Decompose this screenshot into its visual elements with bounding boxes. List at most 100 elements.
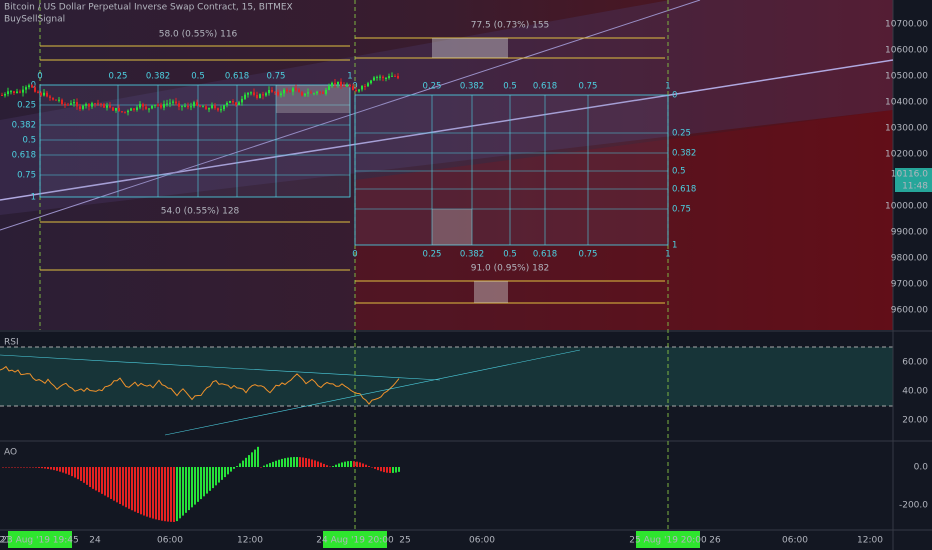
time-highlight bbox=[323, 531, 387, 548]
candle-body bbox=[4, 94, 6, 96]
ao-bar bbox=[359, 462, 361, 467]
ao-bar bbox=[35, 467, 37, 468]
red-zone bbox=[355, 110, 893, 330]
ao-bar bbox=[221, 467, 223, 480]
ao-bar bbox=[23, 467, 25, 468]
ao-bar bbox=[248, 455, 250, 467]
time-highlight-label: 23 Aug '19 19:45 bbox=[1, 536, 78, 546]
candle-body bbox=[181, 105, 183, 107]
candle-body bbox=[103, 103, 105, 108]
ao-bar bbox=[152, 467, 154, 519]
candle-body bbox=[46, 92, 48, 97]
candle-body bbox=[247, 92, 249, 95]
time-label: 24 bbox=[89, 536, 101, 546]
fib-label: 0.25 bbox=[423, 250, 442, 260]
candle-body bbox=[97, 103, 99, 105]
candle-body bbox=[190, 106, 192, 108]
time-label: 12:00 bbox=[857, 536, 883, 546]
fib-label: 0.5 bbox=[503, 82, 517, 92]
candle-body bbox=[337, 81, 339, 85]
candle-body bbox=[391, 75, 393, 77]
ao-bar bbox=[287, 457, 289, 467]
ao-bar bbox=[206, 467, 208, 494]
ao-bar bbox=[329, 466, 331, 468]
range-annotation: 58.0 (0.55%) 116 bbox=[159, 30, 238, 40]
time-label: 25 bbox=[399, 536, 410, 546]
candle-body bbox=[325, 89, 327, 94]
ao-bar bbox=[320, 462, 322, 467]
price-label: 10200.00 bbox=[885, 150, 928, 160]
fib-label: 0.382 bbox=[12, 121, 36, 131]
trend-line bbox=[0, 59, 894, 201]
fib-label: 0.618 bbox=[533, 250, 557, 260]
ao-bar bbox=[179, 467, 181, 519]
fib-label: 0 bbox=[672, 91, 677, 101]
fib-label: 0.5 bbox=[191, 72, 205, 82]
ao-bar bbox=[305, 457, 307, 467]
ao-bar bbox=[257, 446, 259, 467]
candle-body bbox=[145, 106, 147, 109]
fib-label: 0.75 bbox=[672, 205, 691, 215]
ao-bar bbox=[197, 467, 199, 502]
ao-bar bbox=[341, 462, 343, 467]
ao-bar bbox=[182, 467, 184, 516]
candle-body bbox=[10, 91, 12, 93]
rsi-trend bbox=[0, 354, 441, 381]
candle-body bbox=[349, 85, 351, 87]
ao-bar bbox=[209, 467, 211, 491]
candle-body bbox=[163, 104, 165, 108]
ao-bar bbox=[245, 457, 247, 467]
time-label: 12:00 bbox=[237, 536, 263, 546]
fib-label: 0 bbox=[31, 81, 36, 91]
ao-bar bbox=[101, 467, 103, 494]
price-label: 10400.00 bbox=[885, 98, 928, 108]
ao-bar bbox=[107, 467, 109, 498]
candle-body bbox=[226, 102, 228, 106]
fib-label: 0.5 bbox=[672, 167, 686, 177]
ao-bar bbox=[212, 467, 214, 489]
fib-label: 0.25 bbox=[109, 72, 128, 82]
ao-label: AO bbox=[4, 448, 17, 458]
candle-body bbox=[193, 102, 195, 107]
rsi-axis-label: 20.00 bbox=[902, 416, 928, 426]
candle-body bbox=[31, 85, 33, 88]
ao-bar bbox=[44, 467, 46, 469]
ao-bar bbox=[5, 467, 7, 468]
ao-bar bbox=[53, 467, 55, 471]
candle-body bbox=[259, 94, 261, 99]
fib-label: 0.25 bbox=[672, 129, 691, 139]
candle-body bbox=[244, 94, 246, 99]
candle-body bbox=[73, 102, 75, 104]
candle-body bbox=[166, 103, 168, 105]
ao-bar bbox=[371, 467, 373, 468]
candle-body bbox=[229, 100, 231, 103]
candle-body bbox=[268, 89, 270, 94]
ao-bar bbox=[176, 467, 178, 522]
candle-body bbox=[55, 99, 57, 101]
ao-bar bbox=[239, 463, 241, 467]
ao-bar bbox=[92, 467, 94, 489]
rsi-label: RSI bbox=[4, 338, 19, 348]
price-tag bbox=[895, 168, 932, 192]
candle-body bbox=[265, 93, 267, 96]
ao-bar bbox=[293, 457, 295, 467]
ao-bar bbox=[347, 461, 349, 467]
candle-body bbox=[37, 91, 39, 93]
rsi-axis-label: 60.00 bbox=[902, 358, 928, 368]
ao-bar bbox=[146, 467, 148, 517]
candle-body bbox=[148, 108, 150, 110]
candle-body bbox=[262, 94, 264, 96]
candle-body bbox=[214, 105, 216, 109]
price-label: 9700.00 bbox=[891, 280, 928, 290]
candle-body bbox=[154, 104, 156, 106]
ao-bar bbox=[89, 467, 91, 488]
ao-bar bbox=[227, 467, 229, 475]
ao-bar bbox=[11, 467, 13, 468]
candle-body bbox=[28, 85, 30, 88]
ao-axis-label: -200.0 bbox=[899, 501, 928, 511]
candle-body bbox=[238, 102, 240, 106]
ao-bar bbox=[200, 467, 202, 500]
candle-body bbox=[355, 89, 357, 92]
candle-body bbox=[358, 89, 360, 92]
candle-body bbox=[106, 105, 108, 108]
